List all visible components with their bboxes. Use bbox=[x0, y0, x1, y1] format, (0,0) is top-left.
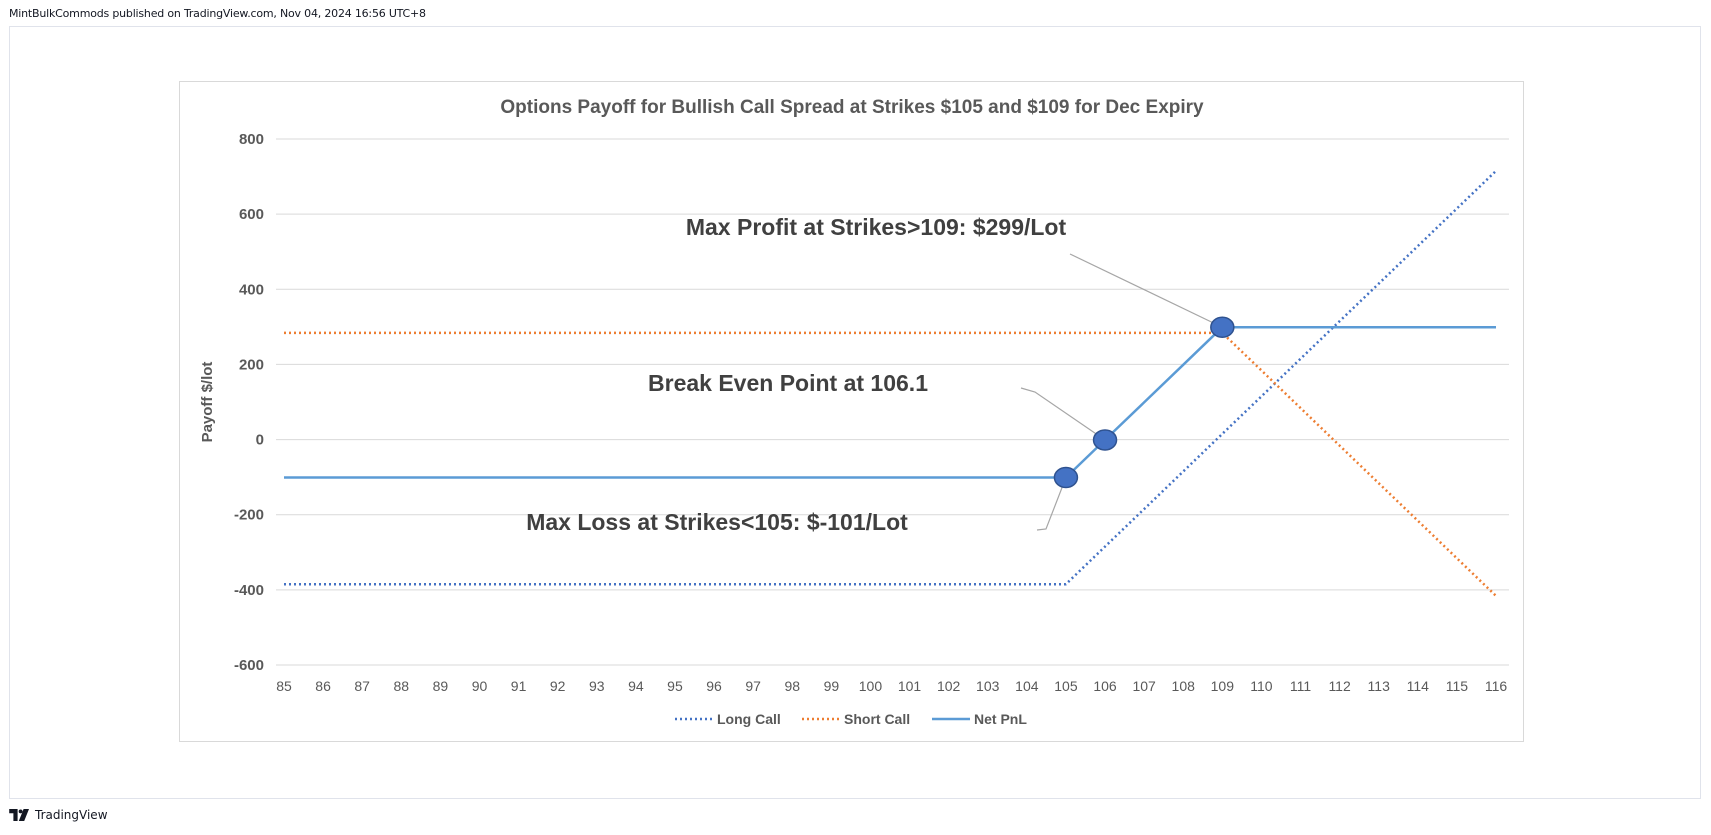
series-line-short-call bbox=[284, 331, 1497, 597]
x-tick-label: 114 bbox=[1407, 678, 1430, 694]
legend-label: Long Call bbox=[717, 711, 781, 727]
y-tick-label: 600 bbox=[239, 206, 264, 223]
x-tick-label: 116 bbox=[1485, 678, 1508, 694]
x-tick-label: 100 bbox=[859, 678, 883, 694]
annotation-label: Break Even Point at 106.1 bbox=[648, 370, 928, 396]
x-tick-label: 87 bbox=[354, 678, 370, 694]
y-tick-label: 200 bbox=[239, 356, 264, 373]
payoff-marker bbox=[1092, 429, 1118, 451]
x-tick-label: 90 bbox=[472, 678, 488, 694]
x-tick-label: 107 bbox=[1132, 678, 1156, 694]
x-tick-label: 92 bbox=[550, 678, 566, 694]
y-tick-label: 800 bbox=[239, 131, 264, 148]
series-line-long-call bbox=[284, 169, 1497, 586]
x-tick-label: 113 bbox=[1368, 678, 1391, 694]
legend-label: Short Call bbox=[844, 711, 910, 727]
x-tick-label: 106 bbox=[1093, 678, 1117, 694]
legend-label: Net PnL bbox=[974, 711, 1027, 727]
x-tick-label: 108 bbox=[1172, 678, 1196, 694]
tradingview-logo-icon bbox=[9, 809, 29, 821]
footer-brand: TradingView bbox=[35, 808, 108, 822]
x-tick-label: 101 bbox=[898, 678, 922, 694]
chart-title: Options Payoff for Bullish Call Spread a… bbox=[500, 97, 1204, 118]
x-tick-label: 89 bbox=[433, 678, 449, 694]
x-tick-label: 112 bbox=[1328, 678, 1351, 694]
annotation-label: Max Loss at Strikes<105: $-101/Lot bbox=[526, 509, 908, 535]
x-tick-label: 99 bbox=[824, 678, 840, 694]
payoff-marker bbox=[1210, 316, 1235, 338]
annotation-label: Max Profit at Strikes>109: $299/Lot bbox=[686, 214, 1067, 240]
y-tick-label: -200 bbox=[234, 507, 264, 524]
x-tick-label: 105 bbox=[1054, 678, 1078, 694]
annotation-leader-line bbox=[1036, 477, 1067, 531]
x-tick-label: 85 bbox=[276, 678, 292, 694]
y-tick-label: -600 bbox=[234, 657, 264, 674]
y-axis-label: Payoff $/lot bbox=[199, 362, 216, 443]
x-tick-label: 103 bbox=[976, 678, 1000, 694]
x-tick-label: 96 bbox=[706, 678, 722, 694]
x-tick-label: 109 bbox=[1211, 678, 1235, 694]
series-line-net-pnl bbox=[284, 325, 1496, 479]
payoff-marker bbox=[1053, 466, 1079, 489]
y-tick-label: 400 bbox=[239, 281, 264, 298]
x-tick-label: 110 bbox=[1250, 678, 1273, 694]
x-tick-label: 98 bbox=[784, 678, 800, 694]
x-tick-label: 104 bbox=[1015, 678, 1039, 694]
x-tick-label: 86 bbox=[315, 678, 331, 694]
x-tick-label: 95 bbox=[667, 678, 683, 694]
x-tick-label: 94 bbox=[628, 678, 644, 694]
tradingview-footer: TradingView bbox=[9, 808, 108, 822]
x-tick-label: 102 bbox=[937, 678, 961, 694]
x-tick-label: 93 bbox=[589, 678, 605, 694]
chart-area: Options Payoff for Bullish Call Spread a… bbox=[179, 81, 1524, 742]
x-tick-label: 97 bbox=[745, 678, 761, 694]
y-tick-label: -400 bbox=[234, 582, 264, 599]
x-tick-label: 111 bbox=[1290, 678, 1311, 694]
y-tick-label: 0 bbox=[256, 432, 264, 449]
x-tick-label: 88 bbox=[394, 678, 410, 694]
payoff-chart: Options Payoff for Bullish Call Spread a… bbox=[199, 97, 1509, 727]
x-tick-label: 91 bbox=[511, 678, 527, 694]
publish-header: MintBulkCommods published on TradingView… bbox=[9, 7, 426, 20]
x-tick-label: 115 bbox=[1446, 678, 1469, 694]
annotation-leader-line bbox=[1069, 253, 1223, 328]
annotation-leader-line bbox=[1020, 387, 1106, 441]
